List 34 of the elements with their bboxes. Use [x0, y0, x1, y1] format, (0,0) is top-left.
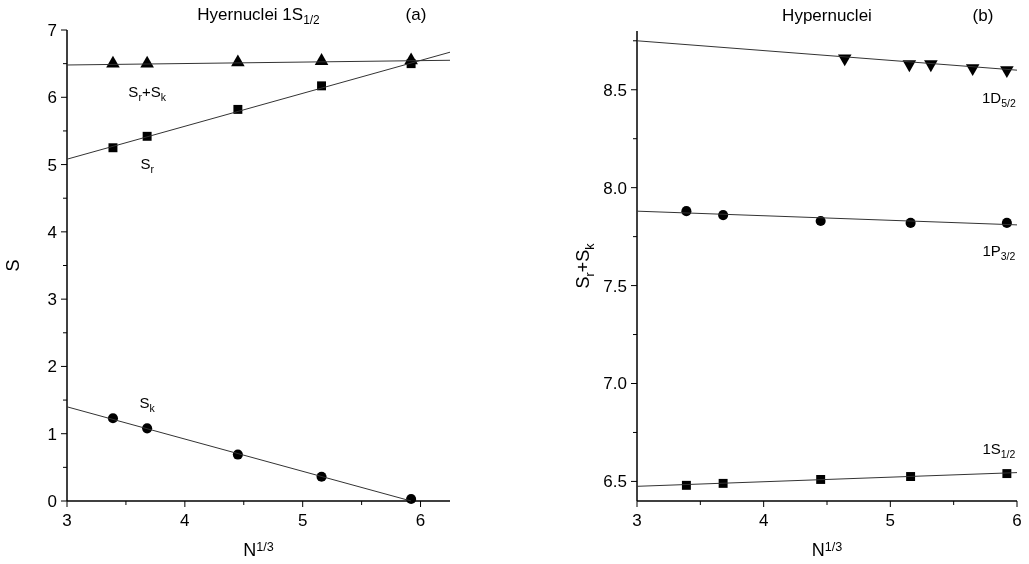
series-label: S$_{k}$ [139, 394, 156, 415]
y-tick-label: 7.0 [603, 374, 627, 394]
series-label: 1P$_{3/2}$ [982, 241, 1016, 262]
y-tick-label: 5 [47, 155, 57, 175]
x-tick-label: 3 [632, 511, 642, 530]
y-tick-label: 7.5 [603, 276, 627, 296]
series-label: 1S$_{1/2}$ [982, 439, 1016, 460]
chart-title: Hyernuclei 1S$_{1/2}$ [197, 5, 321, 28]
x-axis-title: N$^{1/3}$ [811, 539, 843, 560]
x-axis-title: N$^{1/3}$ [243, 539, 274, 560]
y-tick-label: 7 [47, 20, 57, 40]
y-tick-label: 4 [47, 222, 57, 242]
y-tick-label: 0 [47, 491, 57, 511]
y-tick-label: 1 [47, 424, 57, 444]
x-tick-label: 5 [885, 511, 896, 530]
y-tick-label: 8.0 [603, 178, 627, 198]
y-tick-label: 6.5 [603, 472, 627, 492]
y-tick-label: 3 [47, 290, 57, 310]
y-tick-label: 8.5 [603, 80, 627, 100]
series-label: S$_{r}$+S$_{k}$ [128, 82, 167, 103]
text: (a) [405, 5, 427, 24]
x-tick-label: 5 [297, 511, 308, 530]
series-label: S$_{r}$ [140, 155, 155, 176]
text: (b) [972, 6, 994, 25]
x-tick-label: 4 [758, 511, 769, 530]
x-tick-label: 6 [415, 511, 426, 530]
x-tick-label: 3 [62, 511, 72, 530]
y-tick-label: 2 [47, 357, 57, 377]
x-tick-label: 4 [180, 511, 190, 530]
series-label: 1D$_{5/2}$ [981, 89, 1016, 110]
chart-title: Hypernuclei [782, 6, 872, 25]
y-axis-title: S [3, 259, 23, 272]
y-tick-label: 6 [47, 88, 57, 108]
x-tick-label: 6 [1012, 511, 1022, 530]
